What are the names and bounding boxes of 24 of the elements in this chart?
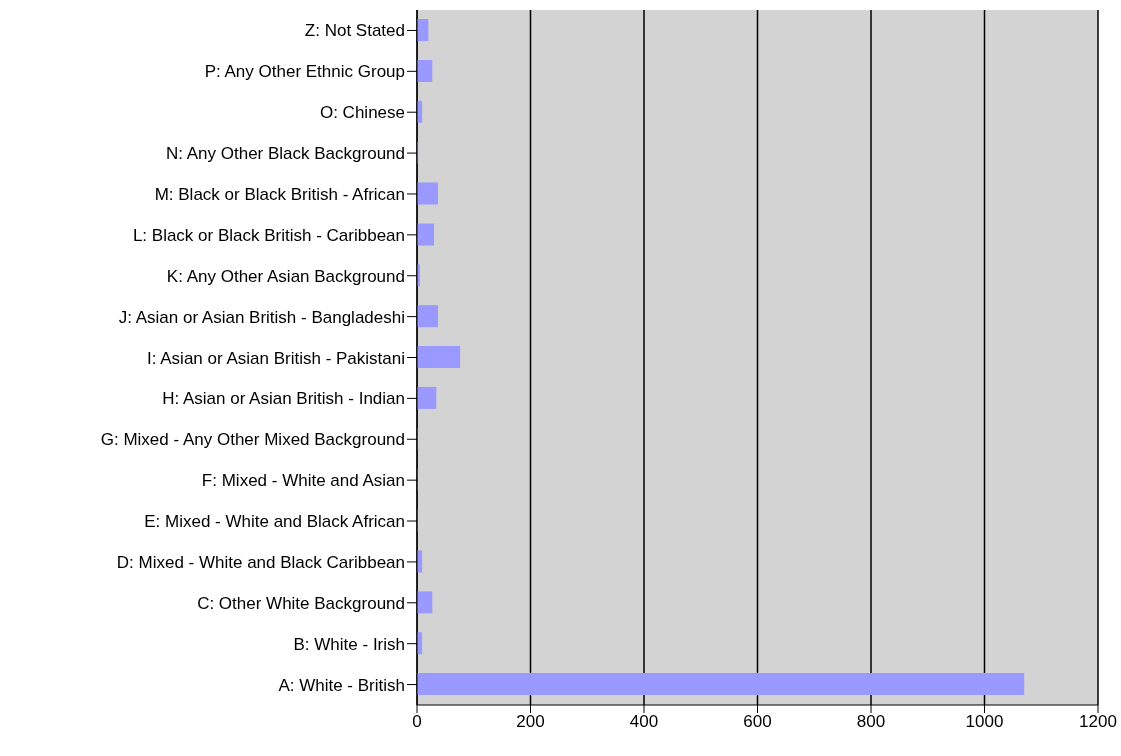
x-tick-label: 1200 bbox=[1079, 712, 1117, 732]
x-tick-label: 200 bbox=[516, 712, 545, 732]
y-tick-label: P: Any Other Ethnic Group bbox=[204, 62, 405, 82]
y-tick-label: B: White - Irish bbox=[293, 634, 405, 654]
x-tick-label: 1000 bbox=[965, 712, 1004, 732]
x-tick-label: 600 bbox=[743, 712, 772, 732]
y-tick-label: L: Black or Black British - Caribbean bbox=[132, 225, 405, 245]
y-tick-label: E: Mixed - White and Black African bbox=[144, 512, 405, 532]
y-tick-label: A: White - British bbox=[278, 675, 405, 695]
y-tick-label: D: Mixed - White and Black Caribbean bbox=[116, 552, 405, 572]
y-tick-label: J: Asian or Asian British - Bangladeshi bbox=[118, 307, 405, 327]
y-tick-label: C: Other White Background bbox=[197, 593, 405, 613]
y-tick-label: F: Mixed - White and Asian bbox=[201, 471, 405, 491]
x-tick-label: 800 bbox=[856, 712, 886, 732]
y-tick-label: H: Asian or Asian British - Indian bbox=[162, 389, 405, 409]
y-tick-label: K: Any Other Asian Background bbox=[166, 266, 405, 286]
x-tick-label: 0 bbox=[412, 712, 422, 732]
y-tick-label: Z: Not Stated bbox=[304, 21, 405, 41]
y-tick-label: N: Any Other Black Background bbox=[165, 144, 405, 164]
y-tick-label: I: Asian or Asian British - Pakistani bbox=[147, 348, 405, 368]
y-tick-label: O: Chinese bbox=[319, 103, 405, 123]
y-tick-label: G: Mixed - Any Other Mixed Background bbox=[100, 430, 405, 450]
x-tick-label: 400 bbox=[629, 712, 659, 732]
y-tick-label: M: Black or Black British - African bbox=[154, 185, 405, 205]
